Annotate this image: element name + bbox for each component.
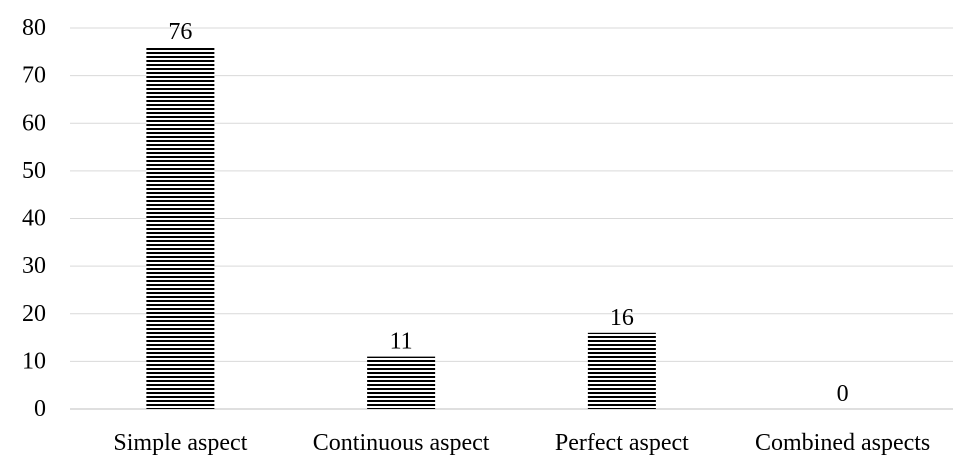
x-tick-label: Perfect aspect: [555, 430, 689, 456]
data-label: 76: [168, 19, 192, 45]
gridlines: [70, 27, 953, 410]
y-tick-label: 40: [22, 206, 46, 232]
data-label: 16: [610, 305, 634, 331]
y-tick-label: 80: [22, 15, 46, 41]
y-tick-label: 20: [22, 301, 46, 327]
x-tick-label: Combined aspects: [755, 430, 930, 456]
y-tick-label: 30: [22, 253, 46, 279]
y-tick-label: 60: [22, 110, 46, 136]
x-tick-label: Simple aspect: [113, 430, 247, 456]
y-tick-label: 70: [22, 63, 46, 89]
data-label: 0: [837, 381, 849, 407]
y-tick-label: 0: [34, 396, 46, 422]
data-label: 11: [390, 329, 413, 355]
y-tick-label: 10: [22, 348, 46, 374]
x-tick-label: Continuous aspect: [313, 430, 490, 456]
bar: [146, 47, 215, 410]
bar: [367, 356, 436, 409]
bars: [146, 47, 656, 410]
bar: [587, 332, 656, 409]
x-axis-ticks: Simple aspect Continuous aspect Perfect as…: [113, 430, 930, 456]
data-labels: 76 11 16 0: [168, 19, 848, 407]
y-axis-ticks: 0 10 20 30 40 50 60 70 80: [22, 15, 46, 422]
y-tick-label: 50: [22, 158, 46, 184]
